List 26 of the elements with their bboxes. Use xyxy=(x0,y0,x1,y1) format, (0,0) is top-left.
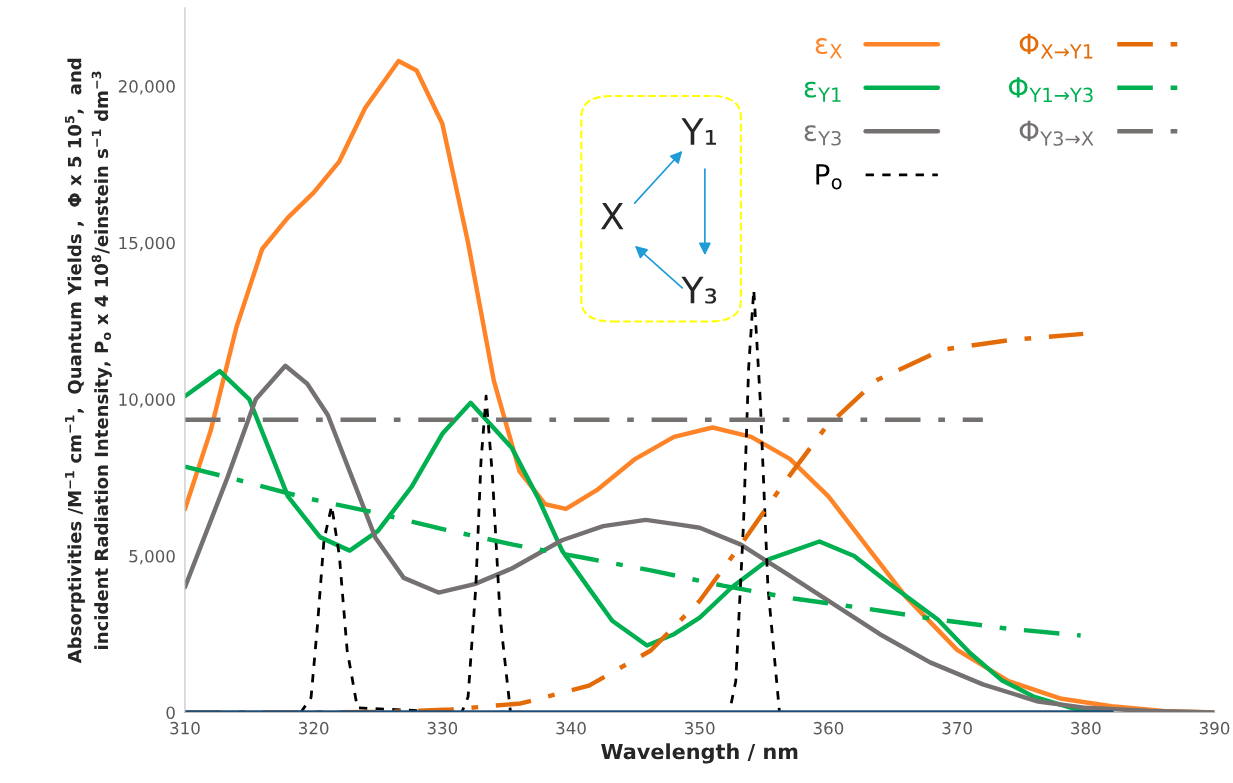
x-tick-label: 320 xyxy=(299,721,329,735)
x-tick-label: 310 xyxy=(170,721,200,735)
x-axis-title: Wavelength / nm xyxy=(601,743,798,764)
annotation: Y₃ xyxy=(681,276,717,304)
x-tick-label: 360 xyxy=(813,721,844,735)
annotation: X xyxy=(600,202,624,230)
y-tick-label: 0 xyxy=(166,706,175,720)
x-tick-label: 350 xyxy=(685,721,715,735)
legend-label: Φ$_{Y3→X}$ xyxy=(1019,120,1094,146)
y-tick-label: 10,000 xyxy=(119,393,175,408)
legend-label: P$_{o}$ xyxy=(816,164,842,190)
legend-label: ε$_{X}$ xyxy=(815,38,842,59)
x-tick-label: 380 xyxy=(1071,721,1101,735)
x-tick-label: 390 xyxy=(1199,721,1230,735)
text: Absorptivities /M$^{−1}$ cm$^{−1}$, Quantum Yields , Φ x 5 10$^{5}$, and incident Radiation Intensity, P$_{o}$ x 4 10$^{8}$/einstein s$^{−1}$ dm$^{−3}$ xyxy=(65,58,112,664)
x-tick-label: 330 xyxy=(427,721,458,735)
x-tick-label: 340 xyxy=(556,721,586,735)
legend-label: Φ$_{Y1→Y3}$ xyxy=(1008,77,1093,103)
x-tick-label: 370 xyxy=(942,721,972,735)
y-tick-label: 15,000 xyxy=(119,236,175,251)
legend-label: ε$_{Y3}$ xyxy=(804,125,841,146)
legend-label: ε$_{Y1}$ xyxy=(804,81,841,102)
legend-label: Φ$_{X→Y1}$ xyxy=(1019,33,1093,59)
y-tick-label: 5,000 xyxy=(129,549,175,565)
y-tick-label: 20,000 xyxy=(118,80,175,95)
annotation: Y₁ xyxy=(681,118,717,145)
